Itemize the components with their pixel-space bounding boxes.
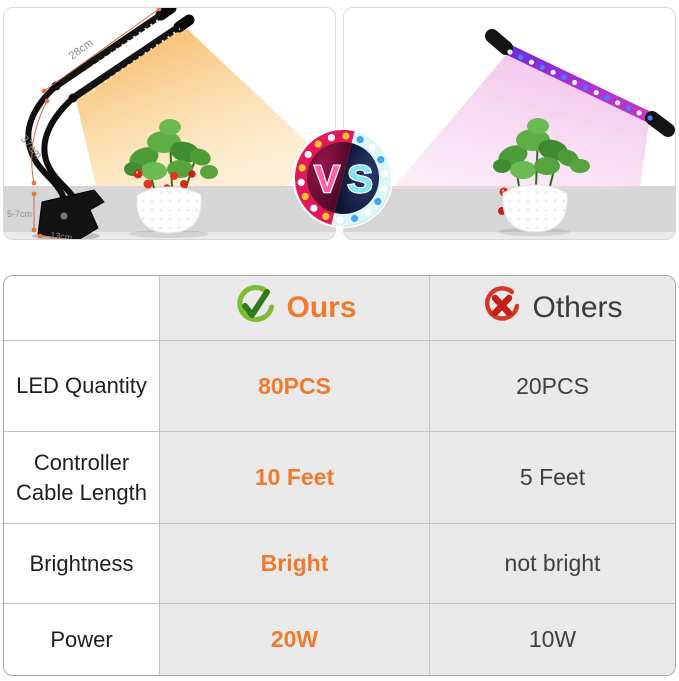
ours-value-cell: 80PCS [159,340,429,431]
single-grow-light-bar [485,29,675,137]
table-header-ours: Ours [159,276,429,340]
dimension-label: 13cm [50,230,73,239]
dimension-arrow: 13cm [37,230,73,239]
light-bar [68,14,195,103]
others-photo-illustration [344,29,675,239]
ours-value: 10 Feet [254,464,335,490]
row-label-cell: Controller Cable Length [4,431,159,523]
plant-leaves [124,119,218,189]
dimension-arrow: 5-7cm [7,191,37,233]
comparison-table: Ours Others LED Quantity 80PCS 20PCS Con… [3,275,676,676]
row-label: Brightness [29,550,134,576]
cross-icon [482,285,522,331]
row-label: LED Quantity [16,373,147,399]
vs-letter-s: S [347,159,372,201]
others-header-label: Others [532,291,623,324]
row-label-cell: LED Quantity [4,340,159,431]
white-pot [136,186,202,234]
row-label: Controller Cable Length [16,449,147,505]
row-label-cell: Brightness [4,523,159,603]
pink-light-beam [392,54,649,189]
ours-photo-illustration: 28cm 37cm 5-7cm 13cm [4,8,335,239]
ours-value: Bright [260,550,329,576]
others-value: 5 Feet [519,464,586,490]
vs-badge-graphic: V S [292,127,394,229]
others-value-cell: 10W [429,603,675,675]
vs-badge: V S [288,123,398,233]
table-header-others: Others [429,276,675,340]
plant-pot [493,118,590,236]
dimension-label: 5-7cm [7,209,32,219]
ours-header-label: Ours [286,291,357,324]
vs-letter-v: V [314,159,340,201]
others-product-photo [343,7,676,240]
vs-badge-dots [297,132,389,224]
ours-value-cell: 10 Feet [159,431,429,523]
ours-value: 20W [270,626,319,652]
others-value-cell: 5 Feet [429,431,675,523]
ours-product-photo: 28cm 37cm 5-7cm 13cm [3,7,336,240]
led-dots [507,49,653,121]
row-label: Power [50,626,113,652]
warm-light-beam [76,26,320,186]
ours-value-cell: 20W [159,603,429,675]
ours-value: 80PCS [258,372,331,399]
vs-badge-disc [292,127,394,229]
plant-pot [124,119,218,238]
row-label-cell: Power [4,603,159,675]
gooseneck-arm [41,95,79,205]
others-value: 10W [528,626,577,652]
plant-leaves [493,118,590,187]
white-pot [502,184,568,233]
header-empty-cell [4,276,159,340]
others-value-cell: not bright [429,523,675,603]
others-value: 20PCS [516,372,589,399]
dual-head-grow-lamp [25,8,195,239]
spring-clamp [37,189,105,239]
ours-value-cell: Bright [159,523,429,603]
check-icon [232,284,276,333]
others-value-cell: 20PCS [429,340,675,431]
others-value: not bright [504,550,601,576]
